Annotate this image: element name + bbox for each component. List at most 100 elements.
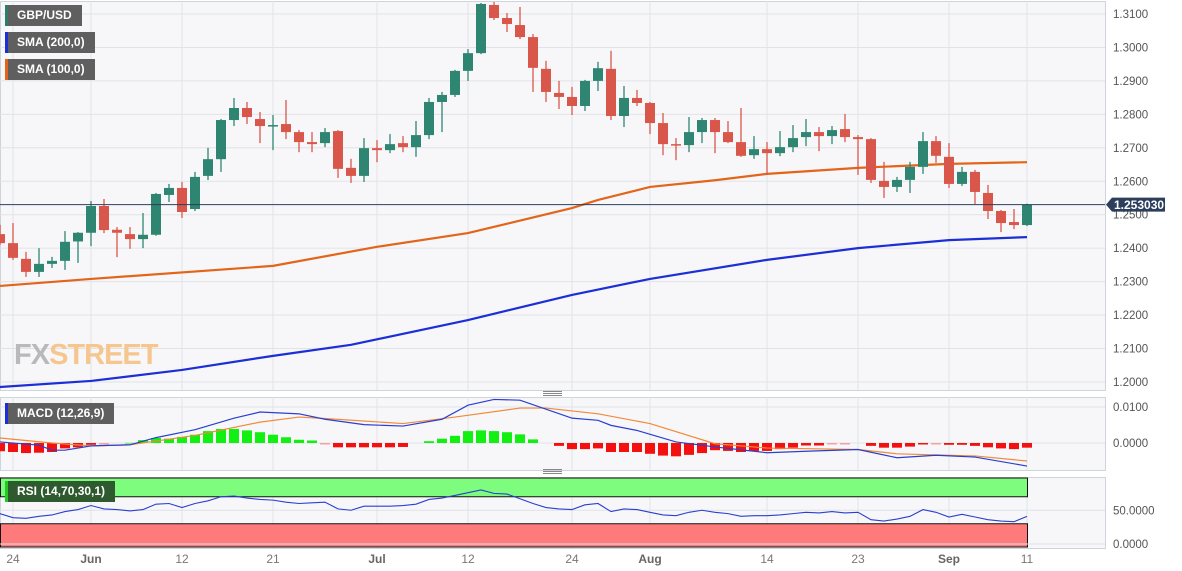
candle-body — [99, 206, 109, 231]
legend-color-bar — [5, 59, 8, 80]
candle — [567, 86, 577, 116]
macd-histogram-bar — [177, 436, 187, 443]
y-tick-label: 1.2900 — [1113, 76, 1148, 88]
x-tick-label: 24 — [565, 552, 579, 566]
macd-histogram-bar — [203, 431, 213, 443]
candle — [970, 169, 980, 204]
panel-macd — [0, 397, 1106, 471]
legend-gbpusd[interactable]: GBP/USD — [5, 5, 82, 26]
candle — [502, 12, 512, 33]
rsi-panel-resize-handle[interactable] — [543, 469, 562, 474]
legend-label: GBP/USD — [17, 8, 72, 22]
legend-macd[interactable]: MACD (12,26,9) — [5, 403, 115, 424]
price-series — [0, 1, 1032, 389]
y-tick-label: 1.3100 — [1113, 9, 1148, 21]
candle — [905, 161, 915, 193]
candle — [177, 181, 187, 219]
rsi-line — [0, 489, 1028, 523]
candle — [190, 171, 200, 212]
macd-histogram-bar — [580, 443, 590, 450]
candle-body — [827, 130, 837, 137]
macd-histogram-bar — [60, 443, 70, 449]
candle — [450, 69, 460, 97]
candle-body — [489, 4, 499, 19]
candle-body — [983, 192, 993, 212]
rsi-overbought-zone — [0, 477, 1028, 498]
macd-histogram-bar — [34, 443, 44, 453]
candle-body — [398, 143, 408, 148]
macd-histogram-bar — [775, 443, 785, 450]
candle — [242, 101, 252, 125]
candle-body — [892, 179, 902, 187]
rsi-oversold-zone — [0, 523, 1028, 548]
candle — [34, 248, 44, 277]
candle — [1022, 203, 1032, 227]
candle — [320, 128, 330, 148]
candle — [801, 119, 811, 147]
candle — [437, 91, 447, 133]
macd-histogram-bar — [684, 443, 694, 455]
macd-y-tick-label: 0.0100 — [1113, 402, 1148, 414]
macd-histogram-bar — [1009, 443, 1019, 450]
logo-street: STREET — [49, 339, 158, 371]
macd-histogram-bar — [528, 439, 538, 443]
x-tick-label: 12 — [175, 552, 189, 566]
macd-histogram-bar — [8, 443, 18, 452]
candle-body — [164, 187, 174, 195]
candle — [983, 184, 993, 220]
candle — [554, 80, 564, 109]
macd-line — [0, 398, 1028, 467]
candle — [762, 142, 772, 175]
candle-body — [242, 107, 252, 118]
candle-body — [749, 149, 759, 156]
candle-body — [762, 149, 772, 154]
candle-body — [1022, 204, 1032, 226]
macd-histogram-bar — [0, 443, 5, 452]
candle-body — [905, 166, 915, 180]
candle — [671, 138, 681, 161]
candle — [47, 256, 57, 268]
legend-sma200[interactable]: SMA (200,0) — [5, 32, 95, 53]
candle — [593, 61, 603, 91]
macd-panel-resize-handle[interactable] — [543, 391, 562, 396]
candle — [268, 115, 278, 151]
y-tick-label: 1.2300 — [1113, 277, 1148, 289]
candle — [255, 112, 265, 144]
logo-fx: FX — [14, 339, 50, 371]
macd-histogram-bar — [788, 443, 798, 448]
candle-body — [866, 139, 876, 180]
panel-price — [0, 1, 1106, 391]
candle-body — [684, 132, 694, 146]
candle-body — [970, 171, 980, 192]
x-tick-label: 24 — [6, 552, 20, 566]
legend-sma100[interactable]: SMA (100,0) — [5, 59, 95, 80]
candle-body — [60, 241, 70, 261]
macd-histogram-bar — [190, 434, 200, 443]
candle-body — [190, 176, 200, 210]
candle — [515, 6, 525, 40]
candle-body — [112, 229, 122, 233]
candle — [8, 223, 18, 260]
macd-histogram-bar — [567, 443, 577, 450]
macd-histogram-bar — [931, 443, 941, 445]
candle — [489, 1, 499, 21]
legend-label: RSI (14,70,30,1) — [17, 484, 106, 498]
candle — [424, 97, 434, 140]
x-tick-label: Jun — [80, 552, 101, 566]
macd-histogram-bar — [645, 443, 655, 454]
candle-body — [268, 125, 278, 127]
x-tick-label: 14 — [760, 552, 774, 566]
x-tick-label: 21 — [266, 552, 280, 566]
legend-label: MACD (12,26,9) — [17, 406, 105, 420]
candle-body — [840, 129, 850, 138]
macd-histogram-bar — [632, 443, 642, 452]
legend-rsi[interactable]: RSI (14,70,30,1) — [5, 481, 116, 502]
candle-body — [463, 53, 473, 71]
candle — [73, 232, 83, 263]
macd-histogram-bar — [333, 443, 343, 448]
candle — [892, 176, 902, 192]
x-tick-label: Aug — [638, 552, 661, 566]
candle — [710, 118, 720, 154]
macd-histogram-bar — [385, 443, 395, 448]
candle — [775, 131, 785, 157]
